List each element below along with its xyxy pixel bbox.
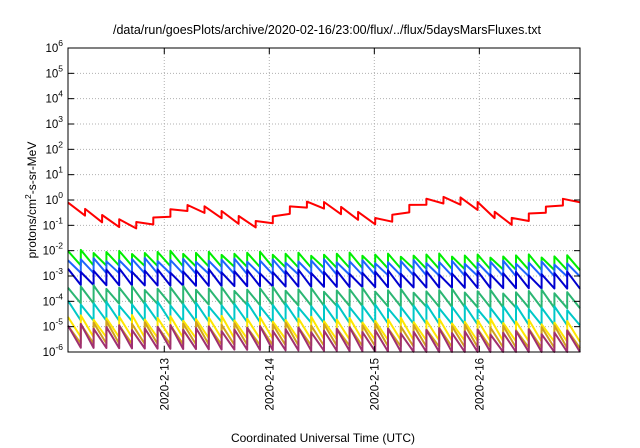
y-tick-label: 10-1 <box>43 215 64 232</box>
series-line-4 <box>67 267 581 290</box>
y-tick-exponent: -2 <box>55 241 63 251</box>
y-tick-base: 10 <box>45 94 58 106</box>
y-tick-base: 10 <box>45 119 58 131</box>
y-tick-exponent: 0 <box>58 190 63 200</box>
y-tick-base: 10 <box>45 43 58 55</box>
y-tick-base: 10 <box>43 246 56 258</box>
y-axis-label-superscript: 2 <box>23 194 33 199</box>
y-tick-label: 104 <box>45 89 63 106</box>
y-tick-base: 10 <box>45 170 58 182</box>
x-tick-label: 2020-2-13 <box>159 358 171 410</box>
chart-title: /data/run/goesPlots/archive/2020-02-16/2… <box>113 23 542 37</box>
y-axis: 10610510410310210110010-110-210-310-410-… <box>43 38 580 359</box>
y-tick-exponent: 6 <box>58 38 63 48</box>
y-tick-exponent: 1 <box>58 165 63 175</box>
y-tick-exponent: -1 <box>55 215 63 225</box>
y-tick-base: 10 <box>43 322 56 334</box>
y-tick-base: 10 <box>45 195 58 207</box>
y-axis-label-part-a: protons/cm <box>25 199 39 258</box>
y-tick-label: 101 <box>45 165 63 182</box>
y-tick-base: 10 <box>43 296 56 308</box>
y-tick-label: 10-5 <box>43 317 64 334</box>
y-tick-label: 105 <box>45 63 63 80</box>
y-tick-base: 10 <box>43 347 56 359</box>
y-tick-label: 100 <box>45 190 63 207</box>
y-tick-label: 10-3 <box>43 266 64 283</box>
y-tick-exponent: -6 <box>55 342 63 352</box>
series-lines <box>67 195 581 353</box>
x-tick-label: 2020-2-14 <box>264 357 276 410</box>
y-tick-exponent: 2 <box>58 139 63 149</box>
y-tick-base: 10 <box>45 144 58 156</box>
y-tick-label: 102 <box>45 139 63 156</box>
x-tick-label: 2020-2-16 <box>474 358 486 410</box>
y-tick-label: 106 <box>45 38 63 55</box>
y-tick-exponent: -4 <box>55 291 63 301</box>
y-tick-base: 10 <box>45 68 58 80</box>
series-line-1 <box>67 195 581 230</box>
y-tick-exponent: 3 <box>58 114 63 124</box>
y-tick-exponent: -3 <box>55 266 63 276</box>
y-tick-exponent: 5 <box>58 63 63 73</box>
x-axis-label: Coordinated Universal Time (UTC) <box>231 431 415 445</box>
y-tick-label: 10-2 <box>43 241 64 258</box>
y-tick-base: 10 <box>43 271 56 283</box>
y-tick-label: 103 <box>45 114 63 131</box>
x-axis: 2020-2-13 2020-2-14 2020-2-15 2020-2-16 <box>159 48 486 410</box>
y-axis-label: protons/cm2-s-sr-MeV <box>23 142 39 259</box>
y-tick-exponent: -5 <box>55 317 63 327</box>
y-tick-label: 10-6 <box>43 342 64 359</box>
y-tick-exponent: 4 <box>58 89 63 99</box>
y-tick-base: 10 <box>43 220 56 232</box>
series-line-9 <box>67 322 581 353</box>
y-tick-label: 10-4 <box>43 291 64 308</box>
y-axis-label-part-b: -s-sr-MeV <box>25 142 39 195</box>
x-tick-label: 2020-2-15 <box>369 358 381 410</box>
